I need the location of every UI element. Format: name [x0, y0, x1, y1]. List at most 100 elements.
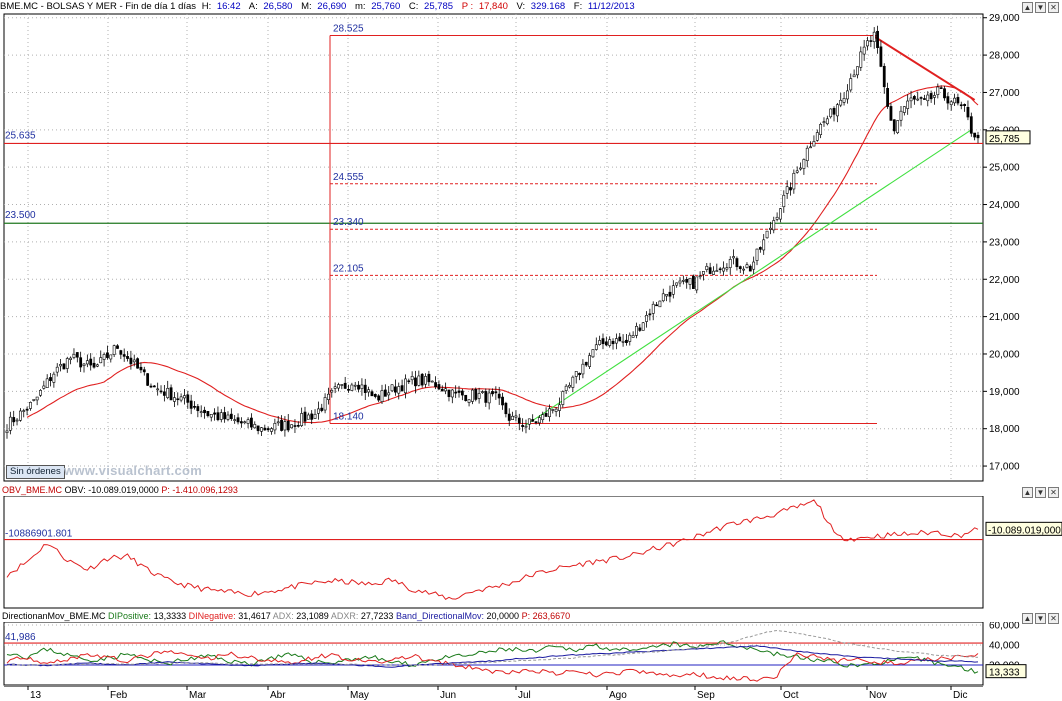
month-tick-label: Sep — [697, 690, 715, 701]
candle-body — [102, 354, 106, 360]
price-tick-label: 18,000 — [989, 424, 1020, 435]
candle-body — [460, 390, 464, 396]
candle-body — [564, 385, 568, 391]
candle-body — [35, 396, 39, 401]
dmi-series-dipositive — [6, 640, 979, 674]
candle-body — [414, 377, 417, 387]
candle-body — [594, 344, 598, 350]
candle-body — [588, 355, 592, 367]
candle-body — [400, 385, 404, 392]
candle-body — [464, 394, 468, 401]
candle-body — [457, 390, 461, 393]
candle-body — [661, 293, 665, 302]
price-tick-label: 23,000 — [989, 237, 1020, 248]
candle-body — [732, 256, 735, 259]
candle-body — [183, 395, 186, 399]
candle-body — [785, 186, 789, 194]
candle-body — [481, 391, 484, 393]
obv-panel-down-button[interactable]: ▼ — [1035, 487, 1046, 498]
candle-body — [544, 413, 548, 417]
candle-body — [236, 417, 240, 423]
candle-body — [152, 385, 156, 388]
uptrend-line — [525, 129, 972, 426]
candle-body — [310, 413, 314, 420]
candle-body — [825, 118, 829, 125]
candle-body — [260, 427, 263, 432]
candle-body — [648, 313, 652, 316]
dmi-panel-down-button[interactable]: ▼ — [1035, 613, 1046, 624]
obv-panel-up-button[interactable]: ▲ — [1022, 487, 1033, 498]
main-panel-up-button[interactable]: ▲ — [1022, 2, 1033, 13]
dmi-panel-close-button[interactable]: ✕ — [1048, 613, 1059, 624]
candle-body — [276, 421, 280, 424]
h-value: 16:42 — [216, 1, 241, 12]
candle-body — [380, 390, 384, 402]
candle-body — [705, 265, 709, 270]
price-tick-label: 21,000 — [989, 312, 1020, 323]
candle-body — [882, 65, 886, 88]
month-tick-label: Nov — [869, 690, 887, 701]
price-tick-label: 17,000 — [989, 462, 1020, 473]
candle-body — [89, 358, 93, 366]
candle-body — [22, 410, 26, 412]
candle-body — [246, 419, 250, 424]
candle-body — [196, 406, 200, 412]
candle-body — [852, 74, 856, 78]
candle-body — [501, 396, 504, 406]
candle-body — [377, 395, 381, 401]
dmi-last-label: 13,333 — [989, 668, 1020, 679]
candle-body — [387, 392, 391, 396]
candle-body — [266, 428, 270, 431]
candle-body — [25, 408, 29, 411]
candle-body — [558, 404, 561, 411]
dmi-panel-up-button[interactable]: ▲ — [1022, 613, 1033, 624]
candle-body — [444, 388, 448, 392]
candle-body — [631, 335, 635, 338]
candle-body — [517, 417, 521, 424]
orders-button[interactable]: Sin órdenes — [6, 465, 65, 479]
candle-body — [792, 172, 796, 190]
f-label: F: — [573, 1, 583, 12]
obv-plot-area — [3, 496, 984, 609]
f-value: 11/12/2013 — [587, 1, 635, 12]
candle-body — [966, 106, 970, 118]
month-axis: 13 Feb Mar Abr May Jun Jul Ago Sep Oct Nov Dic — [4, 686, 983, 701]
month-tick-label: Abr — [270, 690, 286, 701]
candle-body — [916, 98, 920, 101]
candle-body — [159, 390, 163, 393]
candle-body — [936, 86, 940, 95]
candle-body — [293, 425, 297, 427]
month-tick-label: Ago — [609, 690, 627, 701]
candle-body — [702, 271, 705, 275]
candle-body — [752, 261, 756, 270]
obv-panel-close-button[interactable]: ✕ — [1048, 487, 1059, 498]
candle-body — [909, 97, 913, 102]
candle-body — [568, 384, 571, 388]
candle-body — [668, 291, 672, 297]
candle-body — [879, 46, 883, 67]
candle-body — [270, 428, 273, 432]
main-panel-close-button[interactable]: ✕ — [1048, 2, 1059, 13]
candle-body — [742, 268, 746, 271]
candle-body — [193, 406, 196, 408]
candle-body — [869, 40, 873, 42]
candle-body — [320, 407, 324, 411]
last-price-label: 25,785 — [989, 134, 1020, 145]
last-price-box — [985, 130, 1031, 145]
candle-body — [55, 366, 59, 373]
month-tick-label: Jul — [518, 690, 531, 701]
candle-body — [106, 352, 109, 358]
candle-body — [809, 146, 812, 149]
main-panel-down-button[interactable]: ▼ — [1035, 2, 1046, 13]
candle-body — [283, 421, 287, 431]
candle-body — [296, 424, 300, 427]
candle-body — [166, 388, 170, 398]
candle-body — [755, 248, 759, 261]
a-label: A: — [248, 1, 258, 12]
dmi-tick-label: 60,000 — [989, 622, 1020, 632]
candle-body — [748, 265, 752, 272]
candle-body — [953, 97, 956, 104]
obv-chart: -8.000,000-12.000,000-14.000,000-16.000,… — [3, 496, 1062, 609]
price-tick-label: 29,000 — [989, 13, 1020, 24]
